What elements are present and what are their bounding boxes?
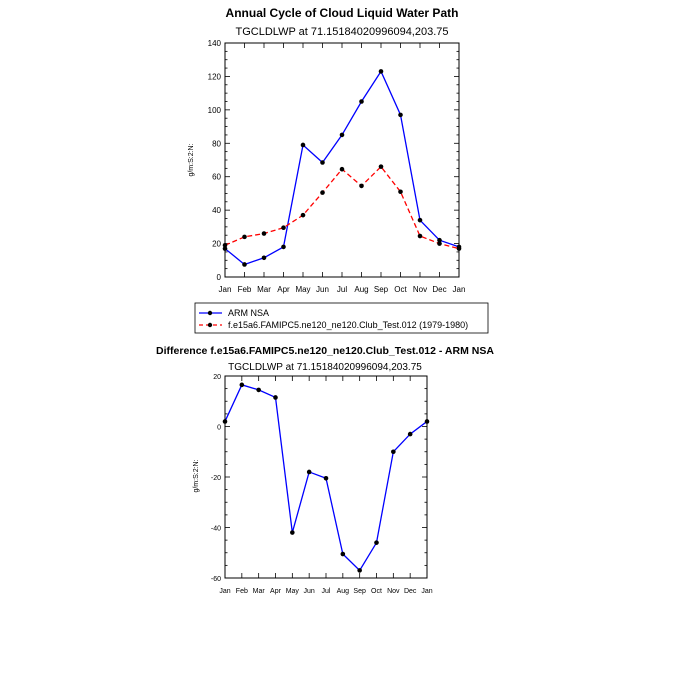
chart2-series-0-point: [391, 449, 396, 455]
chart1-xtick-label: Sep: [374, 285, 389, 294]
chart1-series-0-point: [378, 69, 384, 74]
chart1-series-1-point: [300, 212, 306, 218]
chart1-ytick-label: 80: [212, 139, 221, 148]
chart1-title: Annual Cycle of Cloud Liquid Water Path: [226, 6, 459, 20]
chart1-series-0-point: [242, 262, 247, 267]
chart1-xtick-label: Mar: [257, 285, 271, 294]
chart2-series-0-point: [306, 469, 312, 475]
legend-marker-model: [207, 322, 213, 328]
chart1-series-1-point: [359, 183, 364, 189]
chart1-series-0-point: [359, 99, 364, 104]
chart2-series-0-point: [407, 431, 413, 437]
chart1-series-1-point: [320, 190, 325, 195]
chart2-xtick-label: Mar: [253, 588, 266, 595]
chart1-plot: 0 20 40 60 80 100 120 140 Jan Feb Mar Apr May Jun Jul A…: [208, 39, 466, 294]
chart1-frame: [224, 42, 460, 278]
chart2-xtick-label: Jan: [421, 588, 432, 595]
legend-marker-arm-nsa: [207, 310, 213, 316]
chart1-ytick-label: 60: [212, 173, 221, 182]
chart1-series-1-point: [437, 241, 442, 246]
chart1-series-0-point: [417, 217, 423, 223]
chart1-series-0-point: [320, 160, 325, 165]
legend-label-arm-nsa: ARM NSA: [228, 308, 269, 318]
chart2-xtick-label: Sep: [353, 588, 366, 595]
chart1-series-0-point: [281, 244, 286, 250]
chart1-series-1-point: [398, 189, 403, 195]
chart1-ytick-label: 0: [217, 273, 222, 282]
chart1-series-0-point: [261, 255, 267, 261]
chart1-ytick-label: 140: [208, 39, 222, 48]
chart2-series-0-point: [374, 540, 379, 545]
chart1-series-1-point: [222, 242, 228, 248]
chart1-xtick-label: Jul: [337, 285, 347, 294]
chart2-subtitle: TGCLDLWP at 71.15184020996094,203.75: [228, 362, 422, 373]
chart2-xtick-label: May: [286, 588, 300, 595]
chart2-series-0-point: [239, 382, 245, 388]
chart1-series-1-point: [456, 246, 462, 251]
chart2-xtick-label: Jun: [304, 588, 315, 595]
chart2-series-0-point: [290, 530, 295, 535]
chart2-xtick-label: Oct: [371, 588, 382, 595]
chart1-xtick-label: Jan: [219, 285, 232, 294]
chart2-series-0-point: [424, 419, 430, 424]
chart1-series-1-point: [378, 164, 384, 169]
chart1-series-1-point: [417, 233, 423, 239]
chart1-legend: ARM NSA f.e15a6.FAMIPC5.ne120_ne120.Club…: [194, 302, 489, 334]
chart1-series-0-point: [300, 142, 306, 148]
chart1-series-0-point: [222, 246, 228, 251]
chart2-xtick-label: Dec: [404, 588, 417, 595]
chart1-xtick-label: Aug: [354, 285, 368, 294]
chart1-series-1-point: [339, 166, 345, 172]
chart2-series-0-point: [256, 387, 261, 393]
chart2-ylabel: g/m:S:2:N:: [193, 459, 200, 492]
chart2-ytick-label: 20: [213, 374, 221, 381]
chart1-ytick-label: 100: [208, 106, 222, 115]
chart1-ytick-label: 20: [212, 240, 221, 249]
chart1-ytick-label: 40: [212, 206, 221, 215]
chart2-ytick-label: 0: [217, 425, 221, 432]
chart1-ylabel: g/m:S:2:N:: [188, 143, 195, 176]
chart1-subtitle: TGCLDLWP at 71.15184020996094,203.75: [235, 26, 448, 38]
chart2-ytick-label: -20: [211, 475, 221, 482]
chart2-xtick-label: Feb: [236, 588, 248, 595]
chart1-xtick-label: Feb: [238, 285, 252, 294]
chart2-series-0-point: [340, 551, 346, 557]
chart2-series-0-point: [273, 395, 278, 400]
chart2-xtick-label: Aug: [337, 588, 350, 595]
chart1-xtick-label: Apr: [277, 285, 290, 294]
legend-label-model: f.e15a6.FAMIPC5.ne120_ne120.Club_Test.01…: [228, 320, 468, 330]
chart2-xtick-label: Nov: [387, 588, 400, 595]
chart2-title: Difference f.e15a6.FAMIPC5.ne120_ne120.C…: [156, 345, 494, 357]
chart2-series-0-point: [357, 568, 362, 573]
chart2-xtick-label: Jan: [219, 588, 230, 595]
chart1-series-1-point: [261, 231, 267, 236]
chart2-xtick-label: Jul: [322, 588, 331, 595]
chart1-xtick-label: Jun: [316, 285, 329, 294]
chart1-ytick-label: 120: [208, 72, 222, 81]
chart1-xtick-label: May: [295, 285, 310, 294]
chart1-xtick-label: Nov: [413, 285, 427, 294]
chart1-series-1-point: [281, 225, 286, 230]
chart2-ytick-label: -40: [211, 526, 221, 533]
chart2-xtick-label: Apr: [270, 588, 282, 595]
chart2-ytick-label: -60: [211, 576, 221, 583]
chart1-series-0-point: [437, 237, 442, 243]
chart1-series-0-point: [398, 112, 403, 118]
chart1-series-1-point: [242, 234, 247, 240]
chart2-plot: -60 -40 -20 0 20 Jan Feb Mar Apr May Jun Jul Aug Sep O…: [211, 374, 433, 595]
chart1-series-line-1: [224, 165, 460, 250]
legend-frame: [194, 302, 489, 334]
chart2-series-0-point: [222, 419, 228, 424]
chart1-series-0-point: [339, 132, 345, 138]
chart1-xtick-label: Dec: [432, 285, 446, 294]
chart1-xtick-label: Oct: [394, 285, 407, 294]
chart2-series-0-point: [323, 475, 329, 481]
chart1-xtick-label: Jan: [453, 285, 466, 294]
